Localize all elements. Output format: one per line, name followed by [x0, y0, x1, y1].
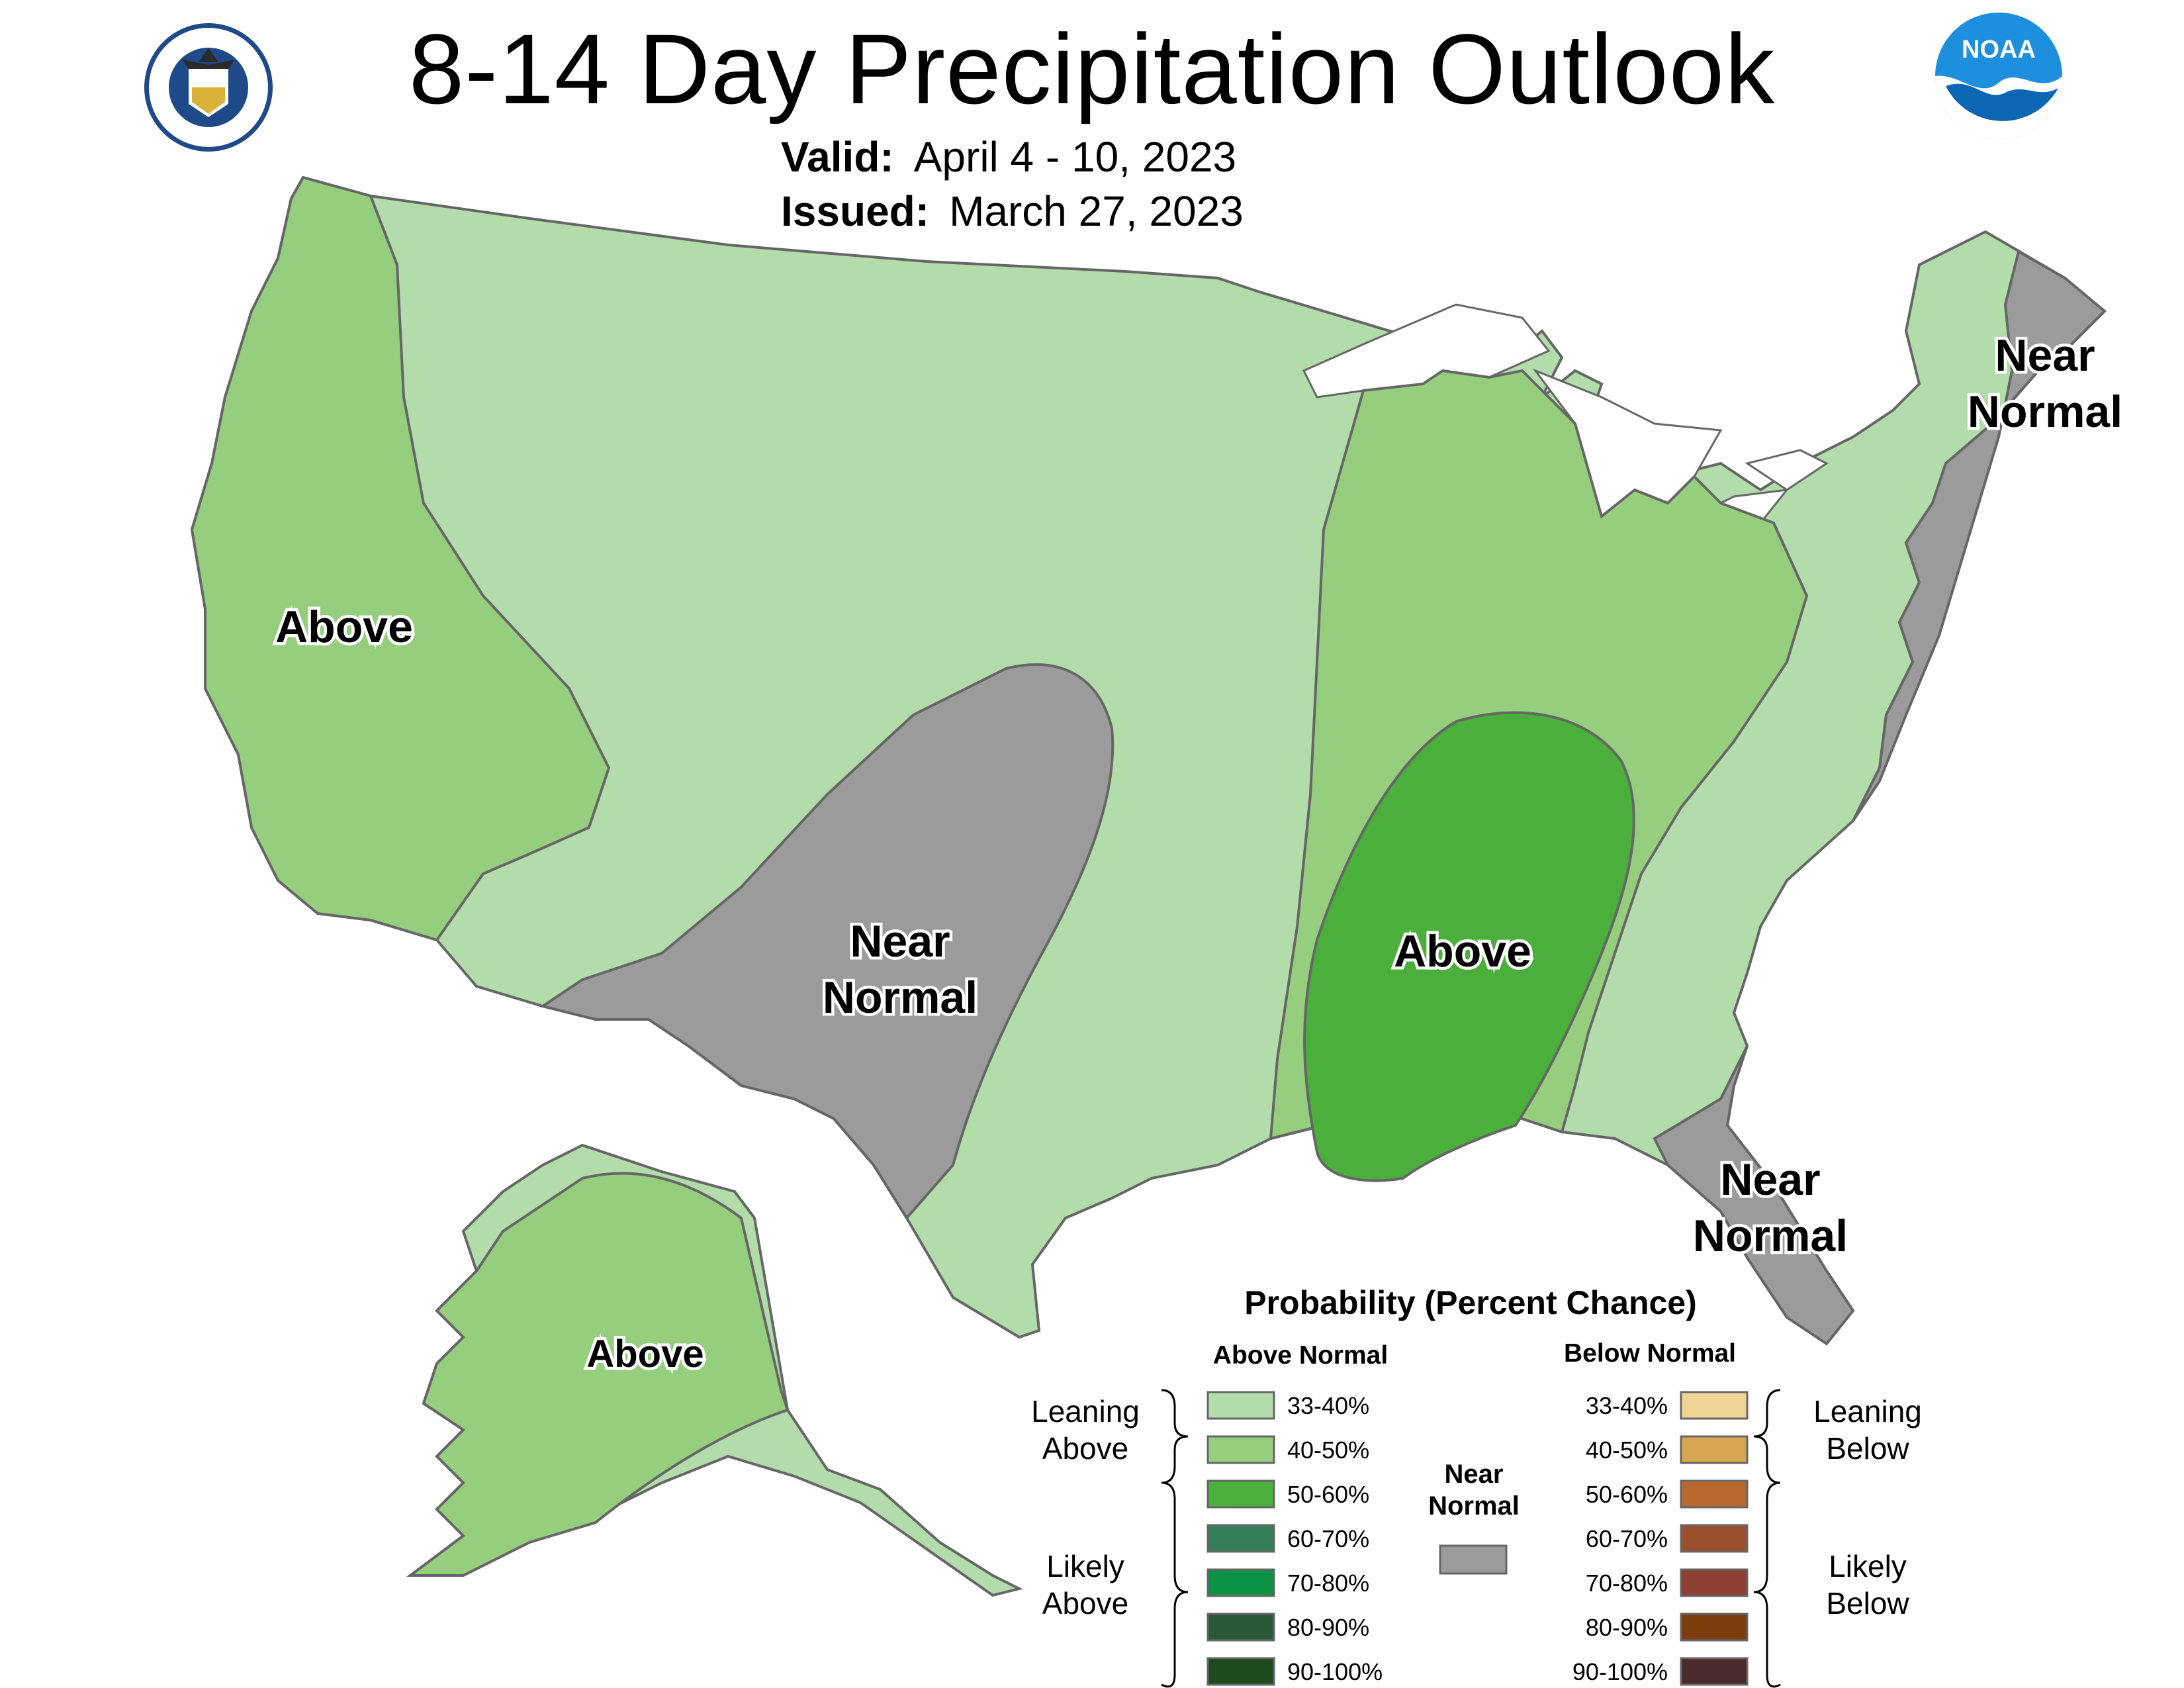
- legend-below-swatch-0: [1680, 1391, 1749, 1420]
- legend-above-label-4: 70-80%: [1287, 1570, 1369, 1597]
- svg-text:NOAA: NOAA: [1962, 36, 2036, 64]
- legend-near-normal-line1: Near: [1445, 1460, 1504, 1489]
- florida-region-label-line2: Normal: [1693, 1211, 1848, 1261]
- legend-near-normal-swatch: [1439, 1544, 1508, 1575]
- legend-above-swatch-1: [1206, 1435, 1275, 1464]
- legend-above-swatch-3: [1206, 1524, 1275, 1553]
- northeast-region-label-line2: Normal: [1968, 387, 2122, 437]
- florida-region-label-line1: Near: [1720, 1154, 1820, 1205]
- legend-above-swatch-6: [1206, 1657, 1275, 1686]
- legend-below-label-4: 70-80%: [1586, 1570, 1668, 1597]
- northeast-near-normal-area: [1852, 249, 2107, 822]
- legend-above-swatch-4: [1206, 1568, 1275, 1597]
- noaa-logo: NOAA: [1935, 13, 2062, 140]
- west-coast-40-50-area: [190, 175, 611, 942]
- legend-near-normal-line2: Normal: [1428, 1491, 1520, 1521]
- issued-value: March 27, 2023: [949, 187, 1244, 235]
- southwest-near-normal-area: [539, 663, 1115, 1221]
- southwest-region-label-line2: Normal: [823, 972, 978, 1023]
- issued-date: Issued: March 27, 2023: [781, 187, 1244, 236]
- legend-below-label-2: 50-60%: [1586, 1481, 1668, 1508]
- legend-above-header: Above Normal: [1213, 1341, 1388, 1370]
- legend-below-swatch-1: [1680, 1435, 1749, 1464]
- legend-likely-above-line2: Above: [1042, 1586, 1128, 1620]
- florida-near-normal-area: [1653, 1045, 1855, 1346]
- valid-value: April 4 - 10, 2023: [913, 133, 1237, 181]
- alaska-region-label: Above: [586, 1333, 704, 1376]
- legend-below-label-6: 90-100%: [1572, 1658, 1668, 1685]
- legend-above-label-0: 33-40%: [1287, 1392, 1369, 1419]
- legend-below-rows: 33-40% 40-50% 50-60% 60-70% 70-80% 80-90% 90-1…: [1572, 1391, 1749, 1686]
- legend-leaning-below-brace: [1753, 1389, 1781, 1484]
- legend-leaning-above-line2: Above: [1042, 1431, 1128, 1466]
- issued-label: Issued:: [781, 187, 930, 235]
- legend-above-swatch-2: [1206, 1479, 1275, 1509]
- legend-above-swatch-0: [1206, 1391, 1275, 1420]
- legend-leaning-below-line1: Leaning: [1813, 1394, 1922, 1429]
- legend-below-label-1: 40-50%: [1586, 1436, 1668, 1464]
- southwest-region-label-line1: Near: [850, 916, 950, 966]
- legend-above-swatch-5: [1206, 1613, 1275, 1642]
- legend-leaning-above-brace: [1161, 1389, 1189, 1484]
- northeast-region-label-line1: Near: [1995, 330, 2095, 381]
- legend-leaning-above-line1: Leaning: [1031, 1394, 1140, 1429]
- legend-likely-below-brace: [1753, 1481, 1781, 1688]
- midsouth-50-60-area: [1303, 711, 1635, 1182]
- legend-likely-above-line1: Likely: [1046, 1549, 1124, 1583]
- west-region-label: Above: [275, 602, 413, 652]
- legend-likely-below-line1: Likely: [1829, 1549, 1907, 1583]
- legend-above-label-5: 80-90%: [1287, 1614, 1369, 1641]
- legend-below-swatch-3: [1680, 1524, 1749, 1553]
- midsouth-region-label: Above: [1394, 926, 1531, 976]
- legend-title: Probability (Percent Chance): [1244, 1284, 1697, 1321]
- legend-below-swatch-2: [1680, 1479, 1749, 1509]
- legend-above-label-3: 60-70%: [1287, 1525, 1369, 1552]
- valid-label: Valid:: [781, 133, 894, 181]
- legend-above-label-6: 90-100%: [1287, 1658, 1383, 1685]
- legend-below-label-3: 60-70%: [1586, 1525, 1668, 1552]
- legend-below-swatch-4: [1680, 1568, 1749, 1597]
- legend-leaning-below-line2: Below: [1826, 1431, 1909, 1466]
- alaska-40-50-area: [406, 1172, 790, 1577]
- legend-above-label-2: 50-60%: [1287, 1481, 1369, 1508]
- legend-below-label-0: 33-40%: [1586, 1392, 1668, 1419]
- commerce-seal-logo: [144, 23, 273, 152]
- legend-below-swatch-5: [1680, 1613, 1749, 1642]
- legend-above-rows: 33-40% 40-50% 50-60% 60-70% 70-80% 80-90% 90-1…: [1206, 1391, 1383, 1686]
- map-title: 8-14 Day Precipitation Outlook: [408, 13, 1776, 124]
- legend-below-header: Below Normal: [1564, 1339, 1736, 1368]
- legend-above-label-1: 40-50%: [1287, 1436, 1369, 1464]
- legend-below-swatch-6: [1680, 1657, 1749, 1686]
- legend: Probability (Percent Chance) Above Norma…: [1031, 1284, 1922, 1688]
- valid-dates: Valid: April 4 - 10, 2023: [781, 132, 1236, 181]
- legend-likely-below-line2: Below: [1826, 1586, 1909, 1620]
- legend-likely-above-brace: [1161, 1481, 1189, 1688]
- legend-below-label-5: 80-90%: [1586, 1614, 1668, 1641]
